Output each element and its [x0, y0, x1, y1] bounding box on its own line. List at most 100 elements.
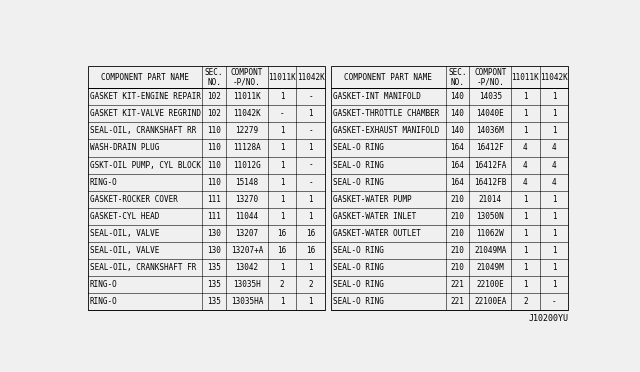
Text: 14036M: 14036M: [476, 126, 504, 135]
Text: COMPONENT PART NAME: COMPONENT PART NAME: [344, 73, 432, 82]
Text: 164: 164: [451, 144, 465, 153]
Text: 135: 135: [207, 280, 221, 289]
Text: 1: 1: [552, 246, 556, 255]
Text: 11042K: 11042K: [297, 73, 324, 82]
Text: 1: 1: [523, 212, 527, 221]
Text: 210: 210: [451, 246, 465, 255]
Text: 221: 221: [451, 280, 465, 289]
Text: 2: 2: [280, 280, 284, 289]
Text: GASKET KIT-ENGINE REPAIR: GASKET KIT-ENGINE REPAIR: [90, 92, 201, 101]
Text: 130: 130: [207, 229, 221, 238]
Text: 1: 1: [280, 92, 284, 101]
Text: 221: 221: [451, 297, 465, 306]
Text: 22100E: 22100E: [476, 280, 504, 289]
Text: 11128A: 11128A: [233, 144, 260, 153]
Text: 1: 1: [523, 263, 527, 272]
Text: GASKET-WATER OUTLET: GASKET-WATER OUTLET: [333, 229, 421, 238]
Text: 13035HA: 13035HA: [230, 297, 263, 306]
Text: 21014: 21014: [479, 195, 502, 204]
Text: 1: 1: [552, 109, 556, 118]
Text: SEAL-O RING: SEAL-O RING: [333, 178, 384, 187]
Text: 11011K: 11011K: [233, 92, 260, 101]
Text: 164: 164: [451, 178, 465, 187]
Text: 135: 135: [207, 297, 221, 306]
Text: 2: 2: [523, 297, 527, 306]
Text: 110: 110: [207, 161, 221, 170]
Text: GASKET KIT-VALVE REGRIND: GASKET KIT-VALVE REGRIND: [90, 109, 201, 118]
Text: 1: 1: [308, 144, 313, 153]
Text: GSKT-OIL PUMP, CYL BLOCK: GSKT-OIL PUMP, CYL BLOCK: [90, 161, 201, 170]
Text: 15148: 15148: [236, 178, 259, 187]
Text: 210: 210: [451, 263, 465, 272]
Text: COMPONT
-P/NO.: COMPONT -P/NO.: [230, 68, 263, 87]
Text: SEAL-O RING: SEAL-O RING: [333, 297, 384, 306]
Text: 1: 1: [523, 126, 527, 135]
Text: 13207+A: 13207+A: [230, 246, 263, 255]
Text: -: -: [552, 297, 556, 306]
Text: SEAL-O RING: SEAL-O RING: [333, 246, 384, 255]
Bar: [88, 66, 325, 310]
Text: GASKET-ROCKER COVER: GASKET-ROCKER COVER: [90, 195, 177, 204]
Text: SEAL-O RING: SEAL-O RING: [333, 144, 384, 153]
Text: 1: 1: [280, 126, 284, 135]
Text: 210: 210: [451, 212, 465, 221]
Text: GASKET-INT MANIFOLD: GASKET-INT MANIFOLD: [333, 92, 421, 101]
Text: GASKET-CYL HEAD: GASKET-CYL HEAD: [90, 212, 159, 221]
Text: 164: 164: [451, 161, 465, 170]
Text: 16412FB: 16412FB: [474, 178, 506, 187]
Text: 210: 210: [451, 229, 465, 238]
Text: SEAL-OIL, VALVE: SEAL-OIL, VALVE: [90, 229, 159, 238]
Text: 4: 4: [552, 178, 556, 187]
Text: 110: 110: [207, 126, 221, 135]
Text: 1: 1: [308, 297, 313, 306]
Text: 22100EA: 22100EA: [474, 297, 506, 306]
Text: 11042K: 11042K: [233, 109, 260, 118]
Text: 1: 1: [523, 246, 527, 255]
Text: WASH-DRAIN PLUG: WASH-DRAIN PLUG: [90, 144, 159, 153]
Text: RING-O: RING-O: [90, 297, 117, 306]
Bar: [331, 66, 568, 310]
Text: 1: 1: [280, 195, 284, 204]
Text: GASKET-WATER INLET: GASKET-WATER INLET: [333, 212, 416, 221]
Text: 21049MA: 21049MA: [474, 246, 506, 255]
Text: 4: 4: [523, 178, 527, 187]
Text: COMPONENT PART NAME: COMPONENT PART NAME: [101, 73, 189, 82]
Text: 111: 111: [207, 195, 221, 204]
Text: 102: 102: [207, 109, 221, 118]
Text: SEAL-O RING: SEAL-O RING: [333, 161, 384, 170]
Text: 1: 1: [280, 263, 284, 272]
Text: 16: 16: [306, 229, 316, 238]
Text: 1: 1: [552, 212, 556, 221]
Text: 13042: 13042: [236, 263, 259, 272]
Text: J10200YU: J10200YU: [528, 314, 568, 323]
Text: SEAL-OIL, CRANKSHAFT RR: SEAL-OIL, CRANKSHAFT RR: [90, 126, 196, 135]
Text: 110: 110: [207, 144, 221, 153]
Text: 1: 1: [280, 297, 284, 306]
Text: SEC.
NO.: SEC. NO.: [448, 68, 467, 87]
Text: 14040E: 14040E: [476, 109, 504, 118]
Text: 4: 4: [552, 161, 556, 170]
Text: 11062W: 11062W: [476, 229, 504, 238]
Text: 16: 16: [277, 229, 287, 238]
Text: 1: 1: [523, 195, 527, 204]
Text: 11011K: 11011K: [268, 73, 296, 82]
Text: -: -: [308, 161, 313, 170]
Text: 2: 2: [308, 280, 313, 289]
Text: 1: 1: [308, 212, 313, 221]
Text: 1: 1: [552, 195, 556, 204]
Text: 11042K: 11042K: [540, 73, 568, 82]
Text: 1: 1: [552, 229, 556, 238]
Text: RING-O: RING-O: [90, 280, 117, 289]
Text: 13035H: 13035H: [233, 280, 260, 289]
Text: 12279: 12279: [236, 126, 259, 135]
Text: 140: 140: [451, 92, 465, 101]
Text: GASKET-EXHAUST MANIFOLD: GASKET-EXHAUST MANIFOLD: [333, 126, 440, 135]
Text: 1: 1: [308, 263, 313, 272]
Text: 1: 1: [280, 161, 284, 170]
Text: 4: 4: [552, 144, 556, 153]
Text: 13270: 13270: [236, 195, 259, 204]
Text: 1: 1: [308, 109, 313, 118]
Text: 13207: 13207: [236, 229, 259, 238]
Text: 1: 1: [552, 92, 556, 101]
Text: 1: 1: [523, 109, 527, 118]
